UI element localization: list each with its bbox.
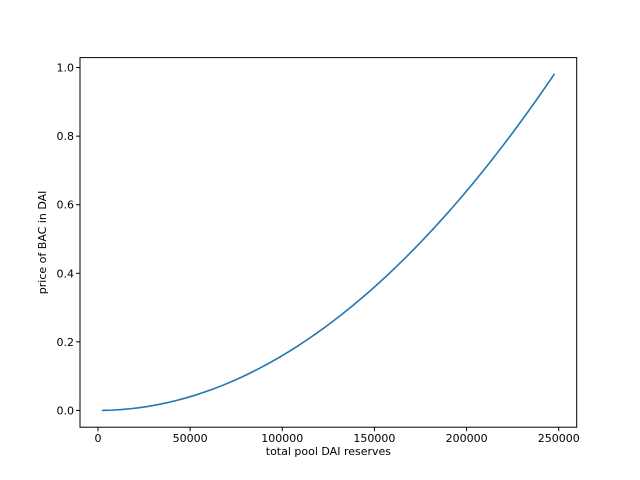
x-tick-label: 250000 [538, 432, 580, 445]
x-axis-label: total pool DAI reserves [266, 445, 392, 458]
x-tick-label: 50000 [173, 432, 208, 445]
plot-group: 0 50000 100000 150000 200000 250000 0.0 0.2 0.4 0… [57, 57, 580, 445]
x-tick-label: 200000 [446, 432, 488, 445]
price-curve [101, 73, 555, 412]
y-tick-label: 1.0 [57, 62, 75, 75]
y-tick-label: 0.8 [57, 130, 75, 143]
y-tick-label: 0.2 [57, 336, 75, 349]
y-axis-label: price of BAC in DAI [36, 191, 49, 295]
x-tick-label: 0 [94, 432, 101, 445]
x-tick-label: 100000 [261, 432, 303, 445]
y-tick-label: 0.0 [57, 404, 75, 417]
y-tick-label: 0.6 [57, 199, 75, 212]
plot-area [79, 57, 578, 428]
y-tick-label: 0.4 [57, 267, 75, 280]
x-tick-label: 150000 [353, 432, 395, 445]
